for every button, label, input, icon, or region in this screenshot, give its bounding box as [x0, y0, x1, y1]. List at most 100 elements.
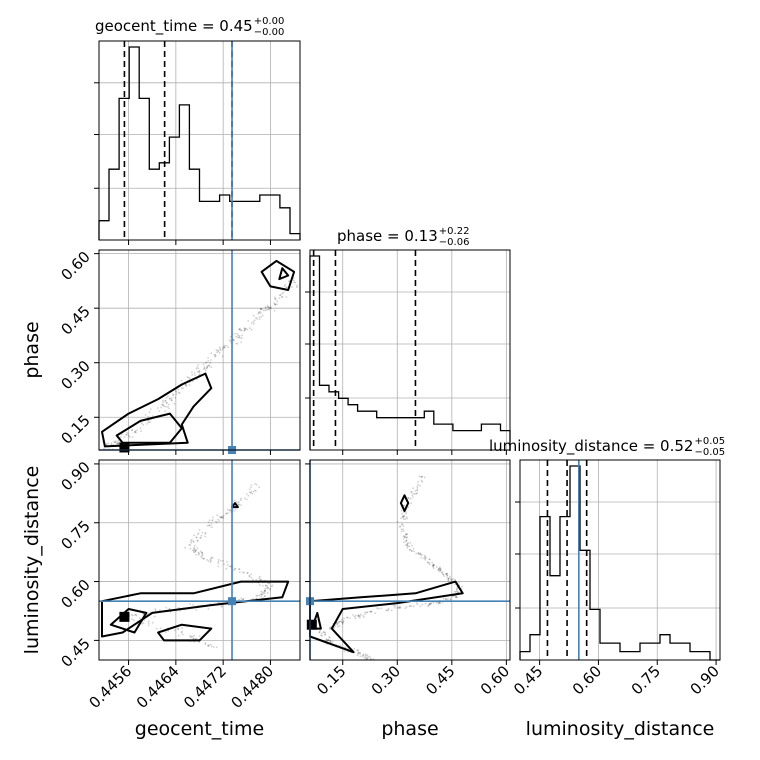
scatter-point: [158, 609, 161, 611]
scatter-point: [154, 609, 157, 612]
scatter-point: [234, 332, 236, 335]
scatter-point: [204, 361, 207, 364]
scatter-point: [264, 595, 266, 598]
scatter-point: [457, 591, 459, 593]
scatter-point: [415, 552, 418, 555]
scatter-point: [201, 552, 204, 555]
scatter-point: [250, 484, 253, 486]
scatter-point: [446, 574, 449, 577]
scatter-point: [208, 524, 211, 527]
scatter-point: [256, 594, 259, 597]
scatter-point: [227, 512, 229, 514]
scatter-point: [161, 403, 163, 406]
scatter-point: [356, 654, 359, 657]
scatter-point: [147, 622, 150, 625]
scatter-point: [242, 598, 245, 600]
scatter-point: [191, 373, 194, 376]
scatter-point: [421, 603, 424, 606]
scatter-point: [244, 497, 246, 500]
scatter-point: [198, 635, 201, 637]
scatter-point: [420, 556, 423, 559]
scatter-point: [215, 646, 218, 648]
scatter-point: [189, 547, 192, 550]
scatter-point: [135, 613, 137, 616]
scatter-point: [162, 404, 165, 407]
scatter-point: [417, 480, 419, 483]
scatter-point: [426, 561, 429, 564]
scatter-point: [255, 594, 258, 597]
scatter-point: [429, 603, 431, 605]
scatter-point: [164, 400, 167, 403]
scatter-point: [190, 540, 192, 542]
scatter-point: [243, 572, 246, 574]
scatter-point: [210, 523, 213, 525]
y-tick-label: 0.45: [57, 634, 93, 670]
x-tick-label: 0.4480: [227, 662, 277, 712]
scatter-point: [268, 582, 271, 585]
scatter-point: [403, 535, 406, 538]
panel-frame-geocent_time-hist: [98, 40, 301, 241]
scatter-point: [318, 631, 321, 634]
scatter-point: [196, 539, 199, 542]
scatter-point: [449, 577, 452, 580]
scatter-point: [404, 536, 406, 539]
scatter-point: [148, 411, 151, 413]
scatter-point: [415, 602, 418, 604]
scatter-point: [439, 568, 442, 571]
scatter-point: [342, 619, 345, 622]
scatter-point: [193, 546, 196, 549]
scatter-point: [204, 370, 207, 372]
scatter-point: [177, 628, 179, 630]
scatter-point: [114, 440, 117, 443]
scatter-point: [363, 656, 366, 659]
scatter-point: [246, 571, 249, 574]
scatter-point: [341, 618, 343, 621]
scatter-point: [397, 607, 400, 609]
scatter-point: [439, 568, 442, 570]
scatter-point: [201, 553, 204, 556]
scatter-point: [134, 430, 137, 433]
panel-frame-phase-vs-geocent_time: [98, 249, 301, 451]
scatter-point: [433, 564, 435, 567]
scatter-point: [428, 558, 431, 561]
scatter-point: [194, 550, 197, 553]
scatter-point: [156, 407, 159, 409]
scatter-point: [279, 294, 281, 296]
scatter-point: [211, 519, 214, 522]
title-lower-error: −0.05: [694, 447, 725, 458]
scatter-point: [103, 447, 105, 450]
scatter-point: [413, 493, 416, 495]
scatter-point: [107, 442, 110, 445]
contour-outer-distance-time-2: [157, 623, 213, 642]
scatter-point: [148, 421, 151, 424]
scatter-point: [416, 487, 419, 489]
scatter-point: [214, 520, 217, 523]
scatter-point: [270, 307, 273, 310]
scatter-point: [441, 571, 444, 574]
scatter-point: [363, 616, 365, 618]
scatter-point: [195, 368, 198, 370]
scatter-point: [199, 550, 202, 553]
scatter-point: [424, 554, 426, 557]
scatter-point: [249, 492, 252, 494]
x-tick-label: 0.60: [477, 662, 513, 698]
scatter-point: [401, 513, 404, 515]
scatter-point: [438, 568, 441, 570]
scatter-point: [147, 620, 150, 623]
scatter-point: [190, 541, 193, 544]
scatter-point: [177, 606, 180, 609]
scatter-point: [258, 584, 261, 587]
scatter-point: [198, 552, 200, 555]
scatter-point: [334, 625, 337, 627]
scatter-point: [439, 566, 441, 569]
scatter-point: [362, 653, 364, 656]
scatter-point: [144, 414, 147, 416]
scatter-point: [195, 553, 198, 556]
scatter-point: [200, 536, 202, 539]
scatter-point: [201, 551, 204, 554]
scatter-point: [325, 639, 328, 641]
scatter-point: [204, 535, 207, 538]
scatter-point: [416, 485, 419, 488]
scatter-point: [162, 399, 164, 402]
scatter-point: [266, 585, 268, 587]
